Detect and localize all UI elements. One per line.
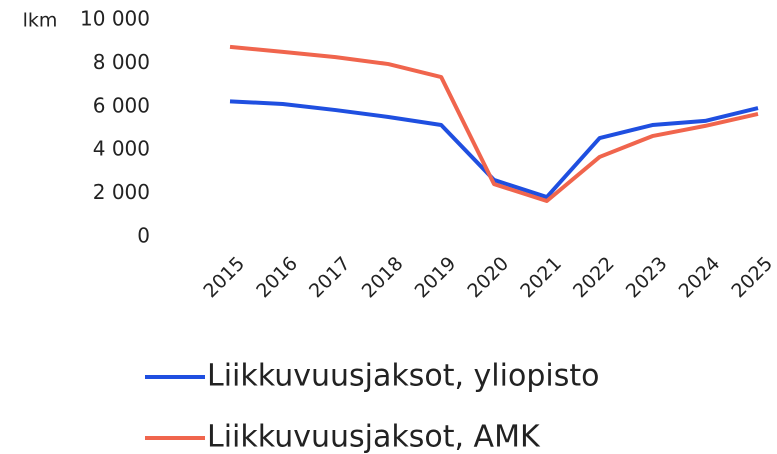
x-tick-label: 2022 <box>569 253 619 303</box>
x-tick-label: 2019 <box>411 253 461 303</box>
line-series <box>229 44 759 203</box>
x-tick-label: 2023 <box>622 253 672 303</box>
x-tick-label: 2017 <box>305 253 355 303</box>
x-tick-label: 2020 <box>463 253 513 303</box>
y-tick-label: 6 000 <box>93 93 150 117</box>
x-tick-label: 2025 <box>727 253 777 303</box>
y-tick-label: 0 <box>137 224 150 248</box>
y-axis-label: lkm <box>23 10 58 32</box>
y-tick-label: 2 000 <box>93 180 150 204</box>
legend-label: Liikkuvuusjaksot, AMK <box>207 420 541 454</box>
x-tick-label: 2018 <box>358 253 408 303</box>
x-tick-label: 2021 <box>516 253 566 303</box>
x-tick-label: 2024 <box>675 253 725 303</box>
y-tick-label: 4 000 <box>93 137 150 161</box>
y-tick-label: 10 000 <box>80 7 150 31</box>
x-tick-label: 2015 <box>199 253 249 303</box>
legend-label: Liikkuvuusjaksot, yliopisto <box>207 359 599 394</box>
x-tick-label: 2016 <box>252 253 302 303</box>
y-tick-label: 8 000 <box>93 50 150 74</box>
